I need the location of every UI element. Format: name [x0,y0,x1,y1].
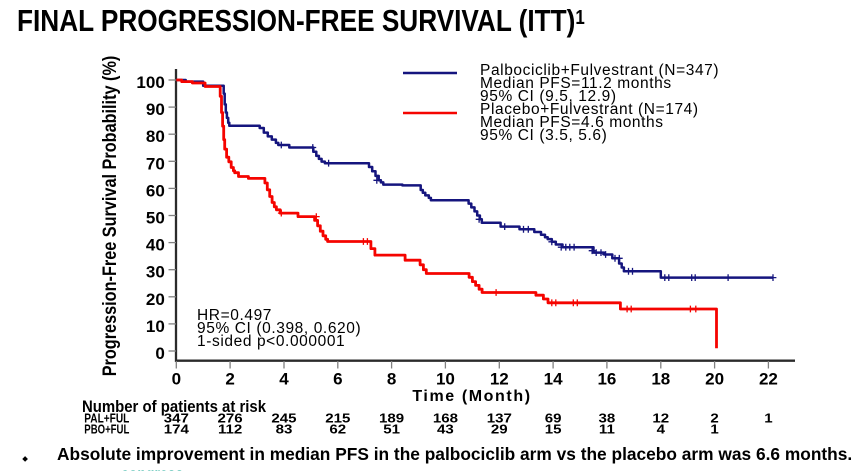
svg-text:30: 30 [146,263,165,282]
svg-text:2: 2 [225,370,234,389]
svg-text:40: 40 [146,236,165,255]
svg-text:70: 70 [146,154,165,173]
svg-text:11: 11 [599,421,615,436]
svg-text:14: 14 [544,370,563,389]
svg-text:245: 245 [271,410,296,425]
svg-text:168: 168 [433,410,458,425]
svg-text:10: 10 [146,317,165,336]
svg-text:20: 20 [146,290,165,309]
svg-text:Time (Month): Time (Month) [412,388,531,405]
svg-text:16: 16 [597,370,616,389]
svg-text:10: 10 [436,370,455,389]
svg-text:189: 189 [379,410,404,425]
svg-text:276: 276 [218,410,243,425]
svg-text:12: 12 [652,410,669,425]
svg-text:8: 8 [387,370,396,389]
svg-text:80: 80 [146,127,165,146]
svg-text:Progression-Free Survival Prob: Progression-Free Survival Probability (%… [99,56,120,377]
svg-text:137: 137 [487,410,512,425]
svg-text:1: 1 [764,410,773,425]
svg-text:90: 90 [146,100,165,119]
svg-text:4: 4 [279,370,289,389]
svg-text:347: 347 [164,410,189,425]
svg-text:6: 6 [333,370,342,389]
svg-text:174: 174 [164,421,189,436]
svg-text:15: 15 [545,421,562,436]
svg-text:2: 2 [710,410,719,425]
svg-text:1: 1 [710,421,719,436]
svg-text:60: 60 [146,181,165,200]
svg-text:18: 18 [651,370,670,389]
svg-text:0: 0 [155,344,164,363]
svg-text:50: 50 [146,209,165,228]
svg-text:43: 43 [437,421,454,436]
svg-text:PAL+FUL: PAL+FUL [84,411,129,425]
svg-text:112: 112 [218,421,242,436]
svg-text:62: 62 [329,421,346,436]
svg-text:PBO+FUL: PBO+FUL [84,423,129,437]
svg-text:51: 51 [383,421,400,436]
svg-text:69: 69 [545,410,562,425]
svg-text:29: 29 [491,421,508,436]
svg-text:215: 215 [325,410,350,425]
svg-text:4: 4 [657,421,666,436]
svg-text:20: 20 [705,370,724,389]
svg-text:83: 83 [276,421,293,436]
svg-text:38: 38 [599,410,616,425]
svg-text:Number of patients at risk: Number of patients at risk [82,397,266,416]
svg-text:0: 0 [172,370,181,389]
svg-text:22: 22 [759,370,778,389]
svg-text:100: 100 [136,73,164,92]
svg-text:12: 12 [490,370,509,389]
